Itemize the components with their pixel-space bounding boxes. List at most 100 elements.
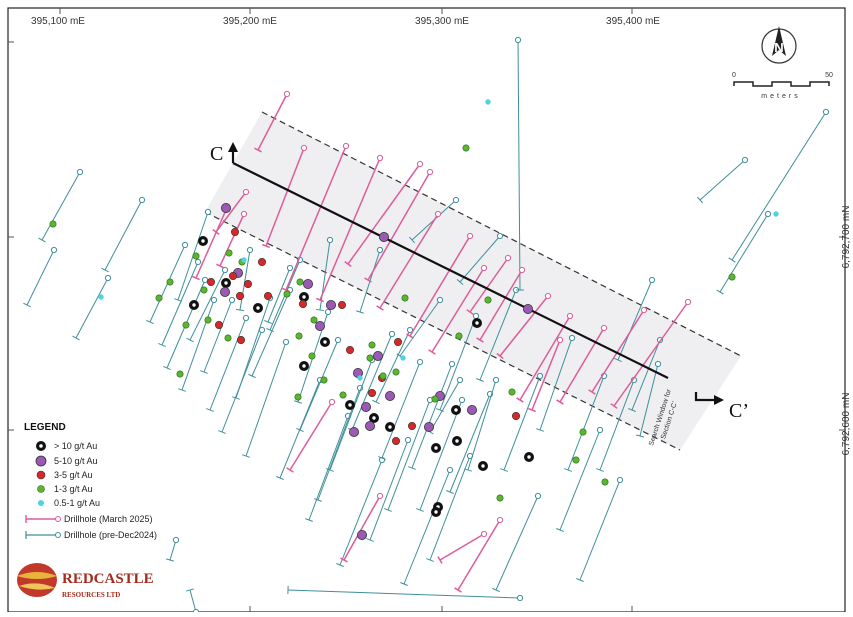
assay-gt10: [299, 361, 309, 371]
drillhole-collar: [515, 37, 520, 42]
drillhole-collar: [389, 331, 394, 336]
drillhole-collar: [211, 297, 216, 302]
assay-1-3: [167, 279, 173, 285]
drillhole-collar: [417, 161, 422, 166]
legend-label: 3-5 g/t Au: [54, 470, 93, 480]
section-end-label: C’: [729, 400, 749, 422]
drillhole-collar: [51, 247, 56, 252]
assay-gt10: [452, 436, 462, 446]
easting-label: 395,300 mE: [415, 16, 469, 27]
legend-label: > 10 g/t Au: [54, 441, 97, 451]
drillhole-collar: [467, 233, 472, 238]
drillhole-collar: [437, 297, 442, 302]
drillhole-collar: [685, 299, 690, 304]
drillhole-collar: [301, 145, 306, 150]
north-label: N: [774, 40, 783, 55]
assay-gt10: [385, 422, 395, 432]
assay-5-10: [379, 232, 388, 241]
assay-1-3: [284, 291, 290, 297]
drillhole-collar: [139, 197, 144, 202]
drillhole-collar: [742, 157, 747, 162]
assay-gt10: [198, 236, 208, 246]
drillhole-collar: [377, 493, 382, 498]
assay-1-3: [193, 253, 199, 259]
scale-max: 50: [825, 72, 833, 79]
assay-marker-center: [256, 306, 259, 309]
assay-0-5-1: [485, 99, 490, 104]
assay-3-5: [299, 300, 306, 307]
assay-1-3: [380, 373, 386, 379]
drillhole-collar: [195, 259, 200, 264]
assay-gt10: [451, 405, 461, 415]
drillhole-collar: [182, 242, 187, 247]
assay-1-3: [573, 457, 579, 463]
assay-3-5: [512, 412, 519, 419]
legend-label: 5-10 g/t Au: [54, 456, 98, 466]
assay-1-3: [456, 333, 462, 339]
assay-3-5: [215, 321, 222, 328]
assay-1-3: [205, 317, 211, 323]
northing-label: 6,792,600 mN: [841, 393, 852, 456]
assay-5-10: [357, 530, 366, 539]
assay-gt10: [524, 452, 534, 462]
assay-1-3: [729, 274, 735, 280]
drillhole-collar: [325, 309, 330, 314]
legend-label: Drillhole (March 2025): [64, 514, 153, 524]
assay-gt10: [431, 507, 441, 517]
assay-5-10: [365, 421, 374, 430]
drillhole-collar: [497, 233, 502, 238]
assay-0-5-1: [773, 211, 778, 216]
assay-gt10: [478, 461, 488, 471]
logo-subtitle: RESOURCES LTD: [62, 591, 120, 599]
drillhole-collar: [535, 493, 540, 498]
assay-3-5: [207, 278, 214, 285]
legend-label: 1-3 g/t Au: [54, 484, 93, 494]
assay-marker-center: [192, 303, 195, 306]
assay-5-10: [303, 279, 312, 288]
drillhole-collar: [823, 109, 828, 114]
assay-1-3: [393, 369, 399, 375]
assay-marker-center: [201, 239, 204, 242]
assay-marker-center: [302, 295, 305, 298]
assay-3-5: [408, 422, 415, 429]
assay-3-5: [258, 258, 265, 265]
assay-3-5: [231, 228, 238, 235]
assay-1-3: [432, 396, 438, 402]
assay-gt10: [472, 318, 482, 328]
drillhole-collar: [481, 531, 486, 536]
legend-label: 0.5-1 g/t Au: [54, 498, 100, 508]
drillhole-collar: [597, 427, 602, 432]
drillhole-collar: [377, 247, 382, 252]
drillhole-collar: [517, 595, 522, 600]
assay-1-3: [297, 279, 303, 285]
section-start-label: C: [210, 143, 223, 165]
drillhole-collar: [459, 397, 464, 402]
drillhole-collar: [545, 293, 550, 298]
drillhole-collar: [641, 307, 646, 312]
assay-5-10: [221, 203, 230, 212]
drillhole-collar: [243, 189, 248, 194]
assay-5-10: [373, 351, 382, 360]
assay-5-10: [349, 427, 358, 436]
assay-0-5-1: [400, 355, 405, 360]
drillhole-collar: [283, 339, 288, 344]
drillhole-collar: [377, 155, 382, 160]
assay-5-10: [326, 300, 335, 309]
assay-1-3: [369, 342, 375, 348]
assay-5-10: [361, 402, 370, 411]
drillhole-collar: [519, 267, 524, 272]
assay-1-3: [296, 333, 302, 339]
assay-marker-center: [434, 510, 437, 513]
assay-marker-center: [388, 425, 391, 428]
assay-1-3: [602, 479, 608, 485]
drillhole-collar: [327, 237, 332, 242]
assay-1-3: [367, 355, 373, 361]
assay-1-3: [183, 322, 189, 328]
drillhole-collar: [229, 297, 234, 302]
assay-3-5: [264, 292, 271, 299]
scale-min: 0: [732, 72, 736, 79]
assay-marker-center: [434, 446, 437, 449]
assay-marker-center: [348, 403, 351, 406]
easting-label: 395,400 mE: [606, 16, 660, 27]
